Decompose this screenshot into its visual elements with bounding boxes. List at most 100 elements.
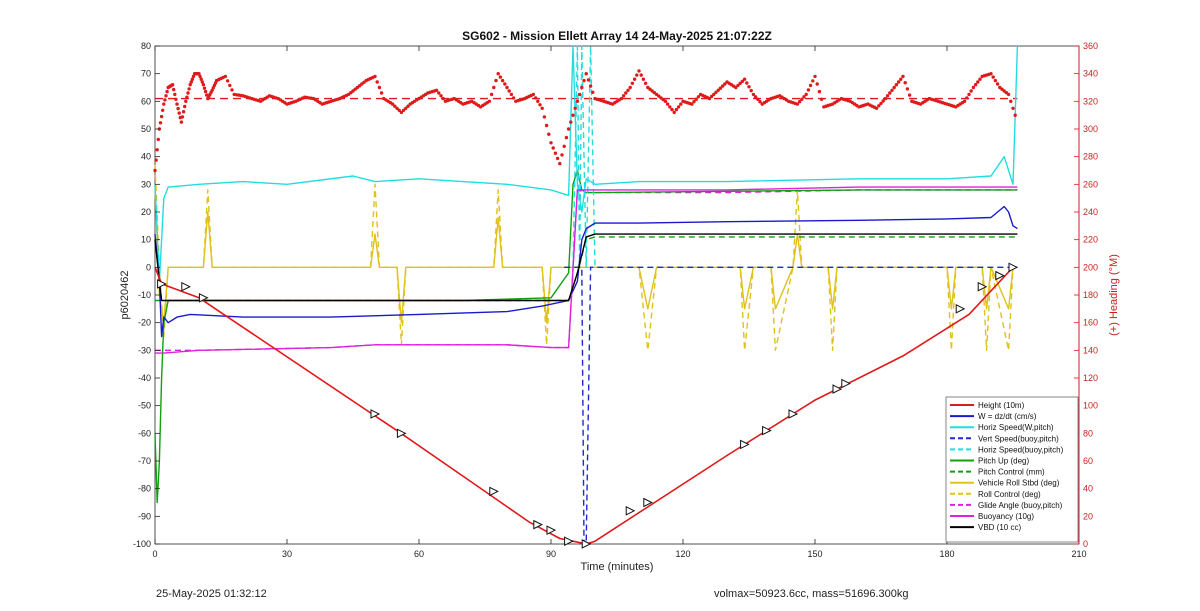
legend-label-9: Glide Angle (buoy,pitch)	[978, 501, 1063, 510]
heading-point	[989, 72, 993, 76]
heading-point	[406, 104, 410, 108]
heading-point	[494, 78, 498, 83]
heading-point	[892, 85, 896, 90]
heading-point	[624, 91, 628, 95]
heading-point	[885, 94, 890, 98]
heading-point	[978, 77, 982, 81]
heading-point	[690, 102, 694, 106]
heading-point	[492, 85, 496, 90]
x-tick-label: 0	[152, 549, 157, 559]
heading-point	[503, 82, 507, 86]
heading-point	[434, 88, 439, 93]
height-marker	[370, 409, 381, 419]
heading-point	[202, 86, 207, 90]
heading-point	[716, 88, 720, 93]
y2-axis-label: (+) Heading (°M)	[1108, 254, 1120, 336]
heading-point	[186, 91, 190, 95]
heading-point	[896, 80, 901, 84]
heading-point	[753, 95, 758, 99]
series-line-1	[154, 205, 1018, 338]
heading-point	[165, 89, 169, 94]
x-tick-label: 210	[1071, 549, 1086, 559]
heading-point	[632, 77, 637, 81]
heading-point	[707, 96, 712, 101]
y-tick-label: 0	[146, 262, 151, 272]
heading-point	[164, 94, 168, 98]
legend-label-0: Height (10m)	[978, 401, 1025, 410]
heading-point	[962, 99, 967, 104]
heading-point	[672, 110, 676, 115]
heading-point	[542, 115, 547, 119]
heading-point	[573, 106, 577, 111]
heading-point	[1009, 99, 1013, 104]
heading-point	[553, 151, 558, 155]
heading-point	[580, 85, 584, 90]
series-line-4	[572, 45, 596, 268]
heading-point	[162, 102, 166, 106]
heading-point	[577, 92, 582, 97]
height-marker	[489, 486, 499, 497]
heading-point	[544, 123, 549, 128]
y2-tick-label: 200	[1083, 262, 1098, 272]
heading-point	[879, 101, 883, 106]
heading-point	[971, 85, 976, 90]
height-marker	[564, 536, 574, 547]
legend-label-2: Horiz Speed(W,pitch)	[978, 423, 1054, 432]
heading-point	[199, 77, 203, 81]
height-marker	[546, 525, 557, 535]
y2-tick-label: 320	[1083, 96, 1098, 106]
heading-point	[181, 110, 186, 114]
y2-tick-label: 360	[1083, 41, 1098, 51]
heading-point	[201, 83, 206, 87]
heading-point	[679, 102, 683, 106]
y2-tick-label: 300	[1083, 124, 1098, 134]
series-line-10	[155, 186, 1018, 354]
heading-point	[1013, 113, 1017, 117]
heading-point	[903, 81, 907, 85]
heading-point	[745, 81, 749, 85]
heading-point	[375, 80, 379, 84]
heading-point	[881, 99, 885, 103]
heading-point	[200, 80, 204, 84]
x-tick-label: 180	[939, 549, 954, 559]
legend: Height (10m) W = dz/dt (cm/s) Horiz Speed(…	[945, 396, 1079, 543]
heading-point	[197, 72, 201, 76]
heading-point	[158, 121, 163, 125]
y2-tick-label: 340	[1083, 69, 1098, 79]
y-tick-label: 30	[141, 179, 151, 189]
heading-point	[399, 110, 404, 115]
heading-point	[390, 102, 395, 106]
legend-label-10: Buoyancy (10g)	[978, 512, 1034, 521]
height-marker	[396, 428, 407, 439]
axes: 0 30 60 90 120 150 180 210-100-90-80-70-60-50-4…	[133, 41, 1098, 559]
heading-point	[509, 92, 514, 97]
heading-point	[560, 153, 564, 157]
heading-point	[637, 69, 641, 73]
heading-point	[397, 108, 401, 113]
heading-point	[969, 89, 973, 93]
height-marker	[581, 539, 592, 549]
heading-point	[507, 89, 511, 93]
heading-point	[487, 99, 492, 104]
height-marker	[740, 439, 750, 450]
heading-point	[404, 106, 408, 111]
heading-point	[538, 103, 542, 107]
heading-point	[223, 74, 228, 79]
heading-point	[899, 77, 903, 81]
heading-point	[668, 105, 672, 109]
heading-point	[720, 84, 725, 88]
heading-point	[180, 115, 185, 119]
heading-point	[172, 87, 176, 92]
height-marker	[198, 292, 209, 303]
heading-point	[586, 78, 591, 82]
y-tick-label: -30	[138, 345, 151, 355]
heading-point	[976, 80, 980, 84]
heading-point	[174, 97, 178, 102]
heading-point	[663, 99, 668, 104]
heading-point	[153, 168, 157, 173]
height-marker	[181, 281, 191, 292]
heading-point	[756, 97, 760, 102]
heading-point	[198, 74, 202, 79]
heading-point	[670, 107, 674, 112]
x-tick-label: 120	[675, 549, 690, 559]
